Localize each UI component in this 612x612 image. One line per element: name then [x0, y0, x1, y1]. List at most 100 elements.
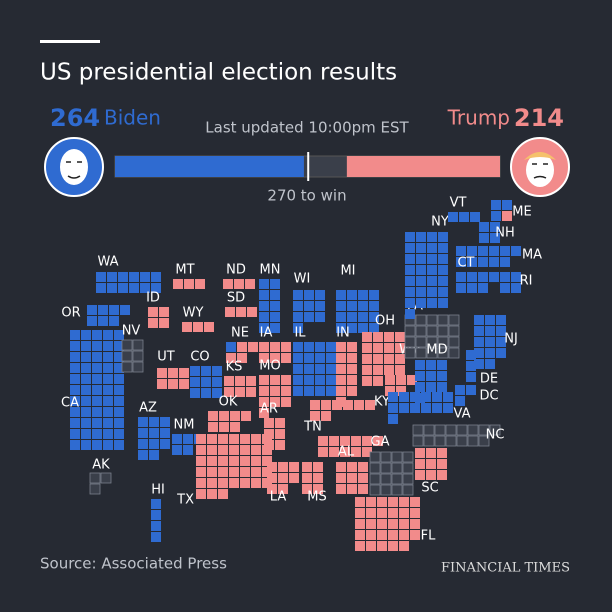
tile [391, 451, 403, 463]
tile [225, 307, 235, 317]
tile [434, 435, 446, 447]
state-tiles [405, 232, 448, 319]
tile [399, 497, 409, 507]
tile [81, 352, 91, 362]
tile [304, 312, 314, 322]
tile [336, 301, 346, 311]
tile [336, 484, 346, 494]
tile [336, 375, 346, 385]
tile [201, 388, 211, 398]
tile [240, 456, 250, 466]
tile [264, 429, 274, 439]
tile [347, 484, 357, 494]
tile [399, 519, 409, 529]
tile [315, 312, 325, 322]
tile [212, 388, 222, 398]
tile [259, 301, 269, 311]
tile [92, 396, 102, 406]
tile [92, 429, 102, 439]
tile [70, 385, 80, 395]
tile [478, 272, 488, 282]
tile [196, 434, 206, 444]
state-tiles [208, 411, 251, 432]
tile [172, 445, 182, 455]
tile [251, 478, 261, 488]
tile [415, 347, 427, 359]
tile [183, 445, 193, 455]
state-label: OR [61, 306, 80, 321]
tile [377, 497, 387, 507]
state-tiles [148, 307, 169, 328]
tile [388, 392, 398, 402]
tile [332, 400, 342, 410]
tile [396, 386, 406, 396]
tile [369, 473, 381, 485]
tile [385, 386, 395, 396]
tile [151, 521, 161, 531]
tile [120, 305, 130, 315]
state-label: AZ [139, 401, 157, 416]
state-label: NH [495, 226, 515, 241]
tile [259, 386, 269, 396]
tile [385, 375, 395, 385]
state-tiles [456, 246, 521, 267]
tile [500, 257, 510, 267]
state-label: DC [479, 389, 498, 404]
tile [81, 374, 91, 384]
rule [40, 40, 100, 43]
state-label: NY [431, 215, 449, 230]
tile [270, 386, 280, 396]
state-tiles [415, 360, 447, 403]
tile [427, 232, 437, 242]
tile [479, 233, 489, 243]
tile [500, 246, 510, 256]
state-label: AK [92, 458, 110, 473]
tile [230, 422, 240, 432]
tile [304, 301, 314, 311]
tile [229, 456, 239, 466]
tile [347, 473, 357, 483]
tile [373, 376, 383, 386]
tile [157, 379, 167, 389]
state-tiles [412, 424, 501, 447]
tile [358, 301, 368, 311]
tile [347, 375, 357, 385]
tile [149, 439, 159, 449]
tile [474, 337, 484, 347]
tile [362, 447, 372, 457]
tile [380, 473, 392, 485]
state-tiles [121, 339, 144, 373]
tile [427, 265, 437, 275]
tile [81, 418, 91, 428]
tile [81, 330, 91, 340]
tile [103, 374, 113, 384]
tile [474, 315, 484, 325]
tile [326, 364, 336, 374]
tile [478, 435, 490, 447]
tile [87, 316, 97, 326]
state-tiles [336, 290, 379, 333]
tile [159, 307, 169, 317]
tile [81, 385, 91, 395]
tile [70, 396, 80, 406]
tile [92, 385, 102, 395]
tile [466, 350, 476, 360]
tile [485, 326, 495, 336]
tile [448, 336, 460, 348]
tile [438, 276, 448, 286]
tile [404, 347, 416, 359]
tile [438, 232, 448, 242]
tile [151, 499, 161, 509]
state-tiles [223, 279, 255, 289]
tile [456, 283, 466, 293]
tile [438, 287, 448, 297]
tile [391, 484, 403, 496]
tile [489, 272, 499, 282]
tile [304, 375, 314, 385]
tile [208, 422, 218, 432]
tile [384, 365, 394, 375]
state-label: IN [336, 326, 350, 341]
tile [358, 484, 368, 494]
tile [391, 473, 403, 485]
tile [160, 428, 170, 438]
